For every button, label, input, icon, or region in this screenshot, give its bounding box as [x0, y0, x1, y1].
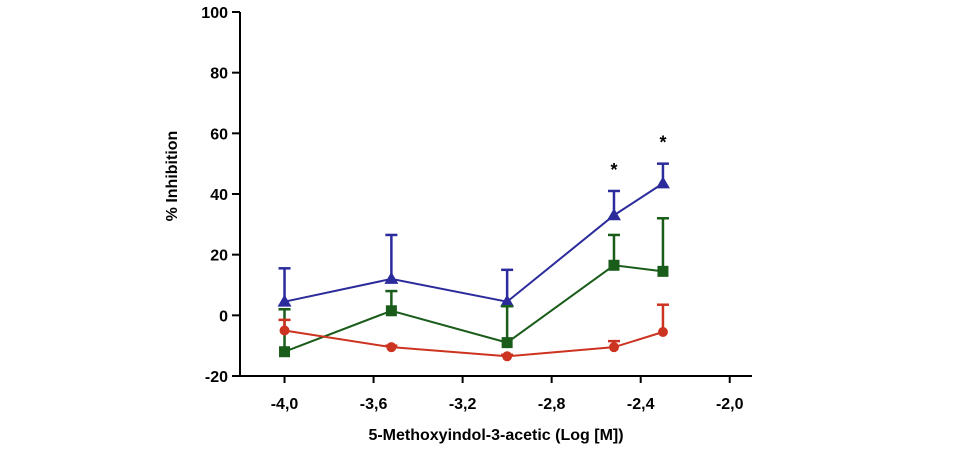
series-layer	[277, 162, 670, 362]
data-point	[501, 337, 513, 349]
data-point	[279, 325, 290, 336]
y-tick-label: 100	[201, 5, 228, 22]
data-point	[608, 259, 620, 271]
y-tick-label: 60	[210, 126, 228, 143]
series-circle	[278, 303, 669, 362]
data-point	[502, 351, 513, 362]
x-tick-label: -2,4	[627, 396, 655, 413]
data-point	[384, 271, 399, 284]
y-ticks: -20 0 20 40 60 80 100	[201, 5, 240, 386]
y-tick-label: 40	[210, 187, 228, 204]
y-tick-label: 20	[210, 248, 228, 265]
series-triangle	[277, 162, 670, 307]
data-point	[279, 346, 291, 358]
data-point	[657, 265, 669, 277]
data-point	[657, 327, 668, 338]
data-point	[608, 342, 619, 353]
x-axis-title: 5-Methoxyindol-3-acetic (Log [M])	[368, 427, 623, 444]
data-point	[606, 208, 621, 221]
data-point	[385, 305, 397, 317]
x-tick-label: -2,0	[716, 396, 744, 413]
significance-marker: *	[610, 160, 617, 180]
x-tick-label: -2,8	[538, 396, 566, 413]
x-tick-label: -3,2	[449, 396, 477, 413]
error-bars	[278, 162, 669, 302]
significance-marker: *	[659, 133, 666, 153]
y-axis-title: % Inhibition	[164, 131, 181, 222]
annotations: **	[610, 133, 666, 180]
data-point	[277, 294, 292, 307]
y-tick-label: 80	[210, 66, 228, 83]
data-point	[500, 294, 515, 307]
x-tick-label: -3,6	[360, 396, 388, 413]
data-point	[655, 176, 670, 189]
x-ticks: -4,0 -3,6 -3,2 -2,8 -2,4 -2,0	[271, 376, 744, 413]
y-tick-label: 0	[219, 308, 228, 325]
x-tick-label: -4,0	[271, 396, 299, 413]
series-square	[278, 217, 669, 358]
data-point	[386, 342, 397, 353]
series-line	[284, 182, 664, 303]
y-tick-label: -20	[205, 369, 228, 386]
